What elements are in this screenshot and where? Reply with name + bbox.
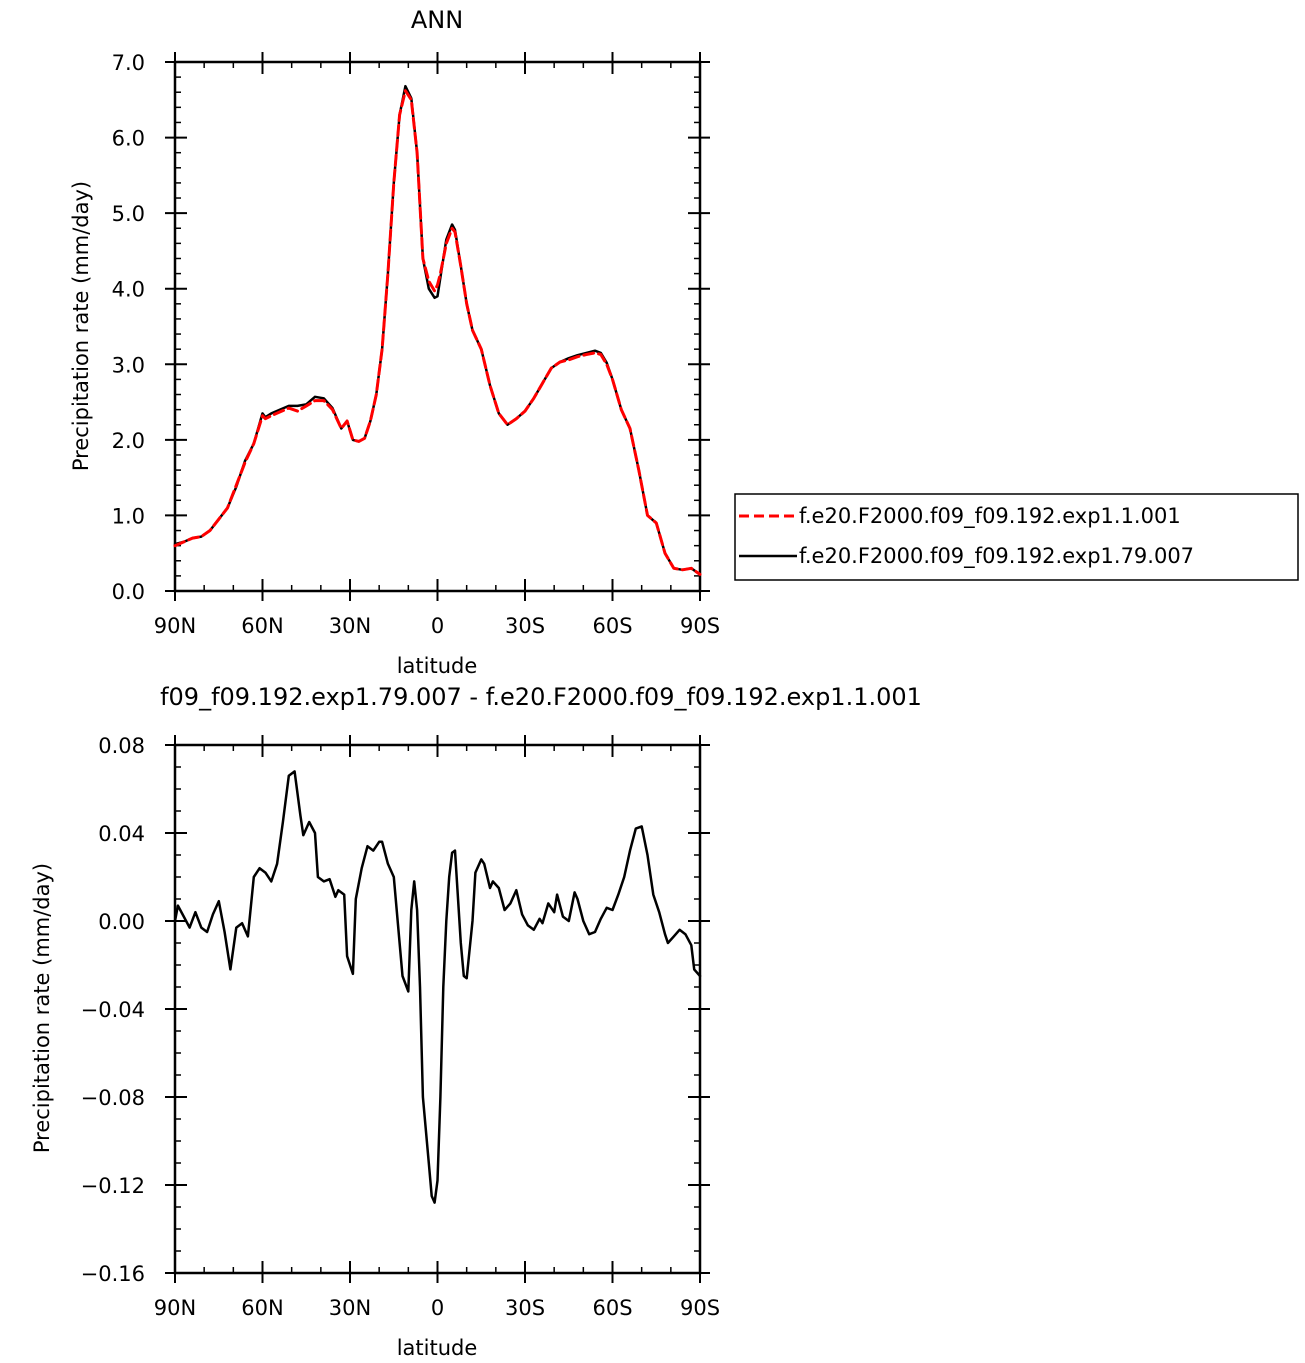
y-tick-label: −0.08 xyxy=(81,1086,145,1110)
x-tick-label: 30S xyxy=(505,614,545,638)
bottom-y-axis-label: Precipitation rate (mm/day) xyxy=(30,863,54,1153)
y-tick-label: 4.0 xyxy=(112,278,145,302)
bottom-plot-title: f09_f09.192.exp1.79.007 - f.e20.F2000.f0… xyxy=(160,683,922,711)
series-line-1 xyxy=(173,89,702,576)
y-tick-label: 0.04 xyxy=(98,822,145,846)
top-y-axis-label: Precipitation rate (mm/day) xyxy=(69,181,93,471)
bottom-x-axis-label: latitude xyxy=(397,1336,478,1360)
top-x-axis-label: latitude xyxy=(397,654,478,678)
plot-frame xyxy=(173,743,702,1275)
y-tick-label: 7.0 xyxy=(112,51,145,75)
legend-entry-1: f.e20.F2000.f09_f09.192.exp1.1.001 xyxy=(799,504,1181,529)
x-tick-label: 90S xyxy=(680,1296,720,1320)
y-tick-label: 2.0 xyxy=(112,429,145,453)
x-tick-label: 30N xyxy=(329,614,371,638)
x-tick-label: 0 xyxy=(431,1296,444,1320)
y-tick-label: 5.0 xyxy=(112,202,145,226)
bottom-plot-marks: 90N 60N 30N 0 30S 60S 90S 0.08 0.04 0.00 −0.04 −0.0… xyxy=(81,734,720,1320)
x-tick-label: 30S xyxy=(505,1296,545,1320)
y-tick-label: 0.0 xyxy=(112,580,145,604)
y-tick-label: 0.08 xyxy=(98,734,145,758)
y-tick-label: 6.0 xyxy=(112,127,145,151)
top-panel: ANN 90N 60N 30N 0 30S 60S 90S 0.0 1.0 2.0 3.0 4.0 5.… xyxy=(69,6,720,678)
x-tick-label: 0 xyxy=(431,614,444,638)
legend-box xyxy=(734,493,1299,581)
series-line-1 xyxy=(173,770,702,1204)
plot-frame xyxy=(173,60,702,593)
y-tick-label: −0.12 xyxy=(81,1174,145,1198)
x-tick-label: 60N xyxy=(241,614,283,638)
y-tick-label: 3.0 xyxy=(112,353,145,377)
y-tick-label: 0.00 xyxy=(98,910,145,934)
top-plot-marks: 90N 60N 30N 0 30S 60S 90S 0.0 1.0 2.0 3.0 4.0 5.0 6.0… xyxy=(112,51,720,638)
y-tick-label: 1.0 xyxy=(112,504,145,528)
x-tick-label: 90N xyxy=(154,1296,196,1320)
legend: f.e20.F2000.f09_f09.192.exp1.1.001 f.e20… xyxy=(734,493,1299,581)
legend-entry-2: f.e20.F2000.f09_f09.192.exp1.79.007 xyxy=(799,544,1194,569)
x-tick-label: 30N xyxy=(329,1296,371,1320)
x-tick-label: 60N xyxy=(241,1296,283,1320)
x-tick-label: 90N xyxy=(154,614,196,638)
bottom-panel: f09_f09.192.exp1.79.007 - f.e20.F2000.f0… xyxy=(30,683,922,1360)
x-tick-label: 60S xyxy=(592,614,632,638)
x-tick-label: 60S xyxy=(592,1296,632,1320)
top-plot-title: ANN xyxy=(411,6,463,34)
x-tick-label: 90S xyxy=(680,614,720,638)
y-tick-label: −0.04 xyxy=(81,998,145,1022)
y-tick-label: −0.16 xyxy=(81,1262,145,1286)
series-line-2 xyxy=(173,84,702,576)
